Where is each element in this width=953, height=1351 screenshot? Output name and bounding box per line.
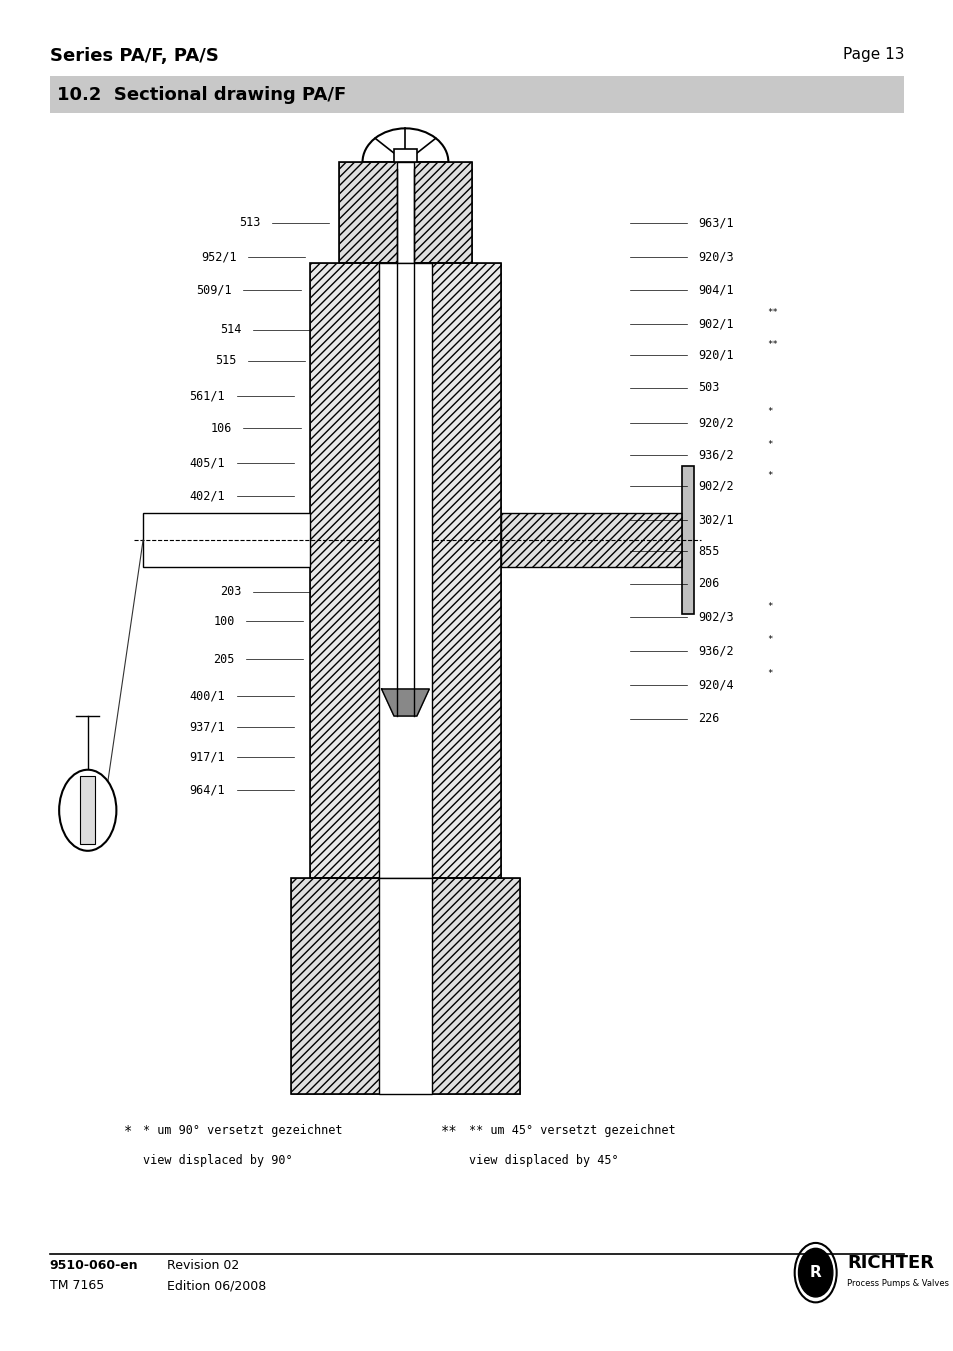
Text: Process Pumps & Valves: Process Pumps & Valves <box>846 1279 948 1288</box>
Text: 902/1: 902/1 <box>698 317 733 331</box>
Text: view displaced by 45°: view displaced by 45° <box>469 1154 618 1167</box>
Bar <box>378 263 431 878</box>
Text: 904/1: 904/1 <box>698 284 733 297</box>
Text: 936/2: 936/2 <box>698 449 733 462</box>
Text: RICHTER: RICHTER <box>846 1254 933 1273</box>
Text: 561/1: 561/1 <box>190 389 225 403</box>
Text: 302/1: 302/1 <box>698 513 733 527</box>
Text: 920/4: 920/4 <box>698 678 733 692</box>
Bar <box>50 76 903 113</box>
Bar <box>310 263 500 878</box>
Text: 405/1: 405/1 <box>190 457 225 470</box>
Text: 920/2: 920/2 <box>698 416 733 430</box>
Text: 902/3: 902/3 <box>698 611 733 624</box>
Text: 936/2: 936/2 <box>698 644 733 658</box>
Text: 937/1: 937/1 <box>190 720 225 734</box>
Text: 952/1: 952/1 <box>201 250 236 263</box>
Text: 964/1: 964/1 <box>190 784 225 797</box>
Bar <box>338 162 472 263</box>
Circle shape <box>798 1248 832 1297</box>
Text: R: R <box>809 1265 821 1281</box>
Text: ** um 45° versetzt gezeichnet: ** um 45° versetzt gezeichnet <box>469 1124 676 1138</box>
Text: 855: 855 <box>698 544 719 558</box>
Polygon shape <box>381 689 429 716</box>
Text: 920/1: 920/1 <box>698 349 733 362</box>
Bar <box>291 878 519 1094</box>
Bar <box>338 162 472 263</box>
Text: **: ** <box>440 1124 457 1138</box>
Text: * um 90° versetzt gezeichnet: * um 90° versetzt gezeichnet <box>143 1124 342 1138</box>
Text: *: * <box>766 439 772 449</box>
Text: *: * <box>766 635 772 644</box>
Text: 902/2: 902/2 <box>698 480 733 493</box>
Text: 920/3: 920/3 <box>698 250 733 263</box>
Text: 963/1: 963/1 <box>698 216 733 230</box>
Text: 509/1: 509/1 <box>196 284 232 297</box>
Text: 402/1: 402/1 <box>190 489 225 503</box>
Text: Edition 06/2008: Edition 06/2008 <box>167 1279 266 1293</box>
Text: Series PA/F, PA/S: Series PA/F, PA/S <box>50 47 218 65</box>
Text: Page 13: Page 13 <box>842 47 903 62</box>
Text: *: * <box>766 669 772 678</box>
Bar <box>394 149 416 170</box>
Text: *: * <box>766 470 772 480</box>
Text: 203: 203 <box>220 585 241 598</box>
Text: TM 7165: TM 7165 <box>50 1279 104 1293</box>
Text: 917/1: 917/1 <box>190 750 225 763</box>
Text: 10.2  Sectional drawing PA/F: 10.2 Sectional drawing PA/F <box>57 85 346 104</box>
Text: 513: 513 <box>239 216 260 230</box>
Text: 106: 106 <box>211 422 232 435</box>
Text: 400/1: 400/1 <box>190 689 225 703</box>
Text: **: ** <box>766 339 778 349</box>
Bar <box>143 513 310 567</box>
Text: *: * <box>124 1124 132 1138</box>
Bar <box>500 513 681 567</box>
Text: 206: 206 <box>698 577 719 590</box>
Bar <box>396 162 414 263</box>
Text: Revision 02: Revision 02 <box>167 1259 239 1273</box>
Text: 515: 515 <box>215 354 236 367</box>
Text: *: * <box>766 407 772 416</box>
Text: 514: 514 <box>220 323 241 336</box>
Bar <box>681 466 693 615</box>
Text: 503: 503 <box>698 381 719 394</box>
Text: **: ** <box>766 308 778 317</box>
Text: 100: 100 <box>213 615 234 628</box>
Bar <box>291 878 519 1094</box>
Text: 9510-060-en: 9510-060-en <box>50 1259 138 1273</box>
Bar <box>500 513 681 567</box>
Circle shape <box>59 770 116 851</box>
Bar <box>378 878 431 1094</box>
Text: 205: 205 <box>213 653 234 666</box>
Text: *: * <box>766 601 772 611</box>
Text: 226: 226 <box>698 712 719 725</box>
Bar <box>80 777 95 844</box>
Bar <box>310 263 500 878</box>
Text: view displaced by 90°: view displaced by 90° <box>143 1154 293 1167</box>
